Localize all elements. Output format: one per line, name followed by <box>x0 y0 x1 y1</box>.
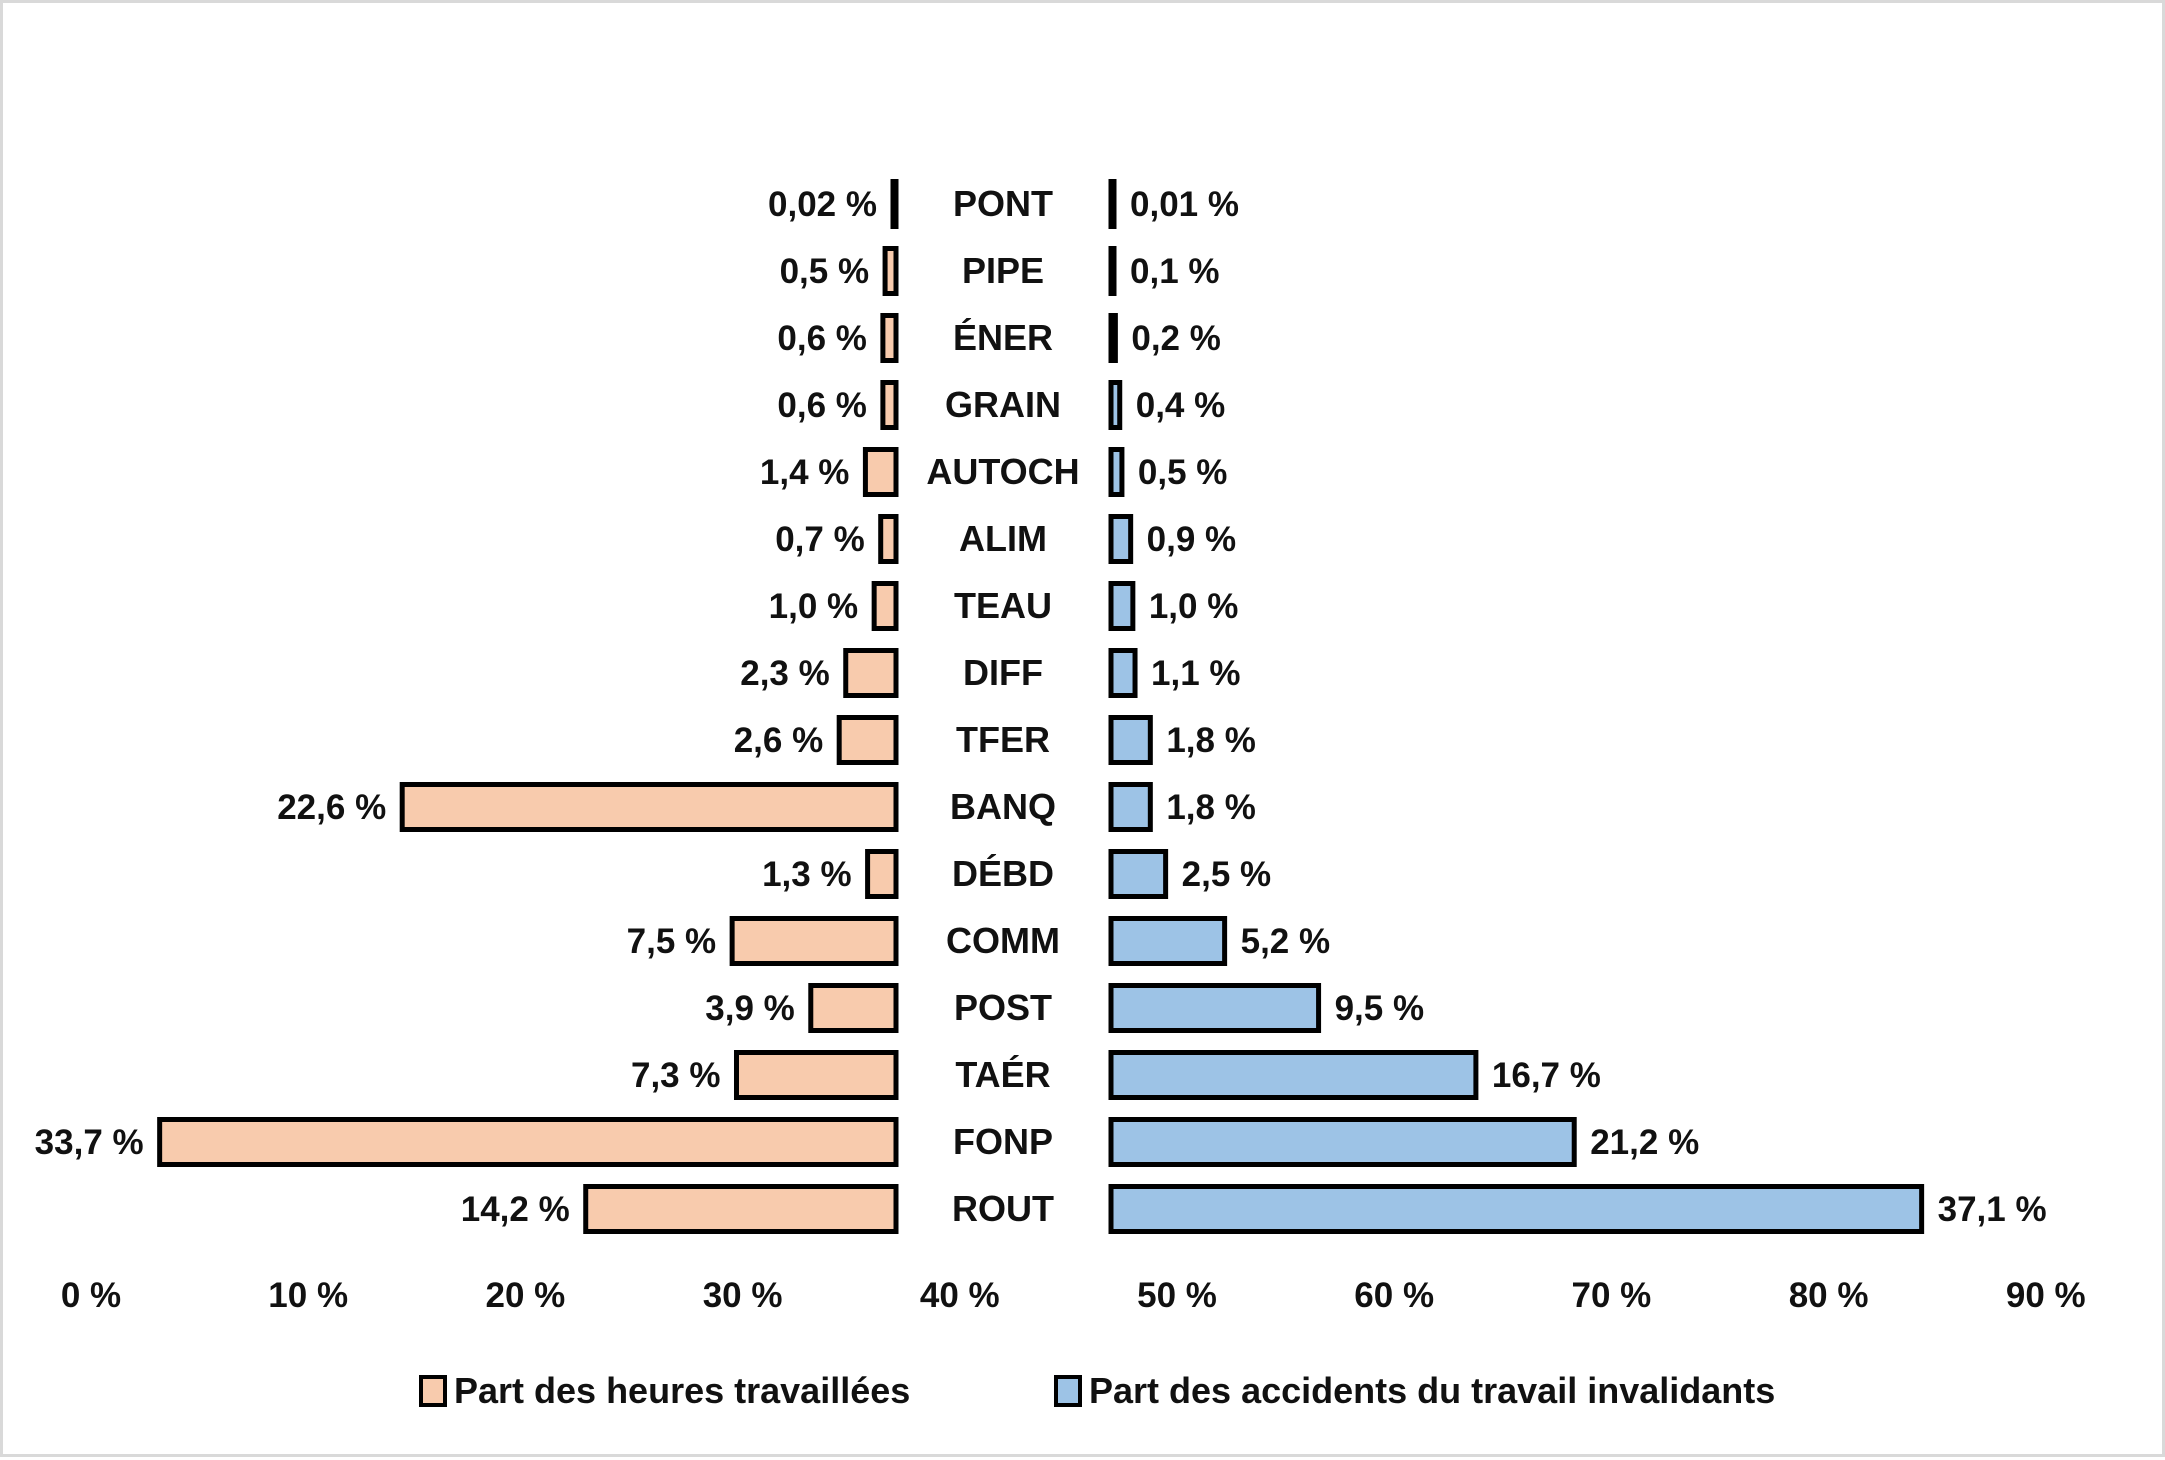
bar-accidents-9 <box>1108 782 1153 832</box>
value-label-accidents: 2,5 % <box>1182 855 1272 894</box>
x-tick-label: 10 % <box>268 1276 348 1315</box>
bar-hours-6 <box>871 581 899 631</box>
x-tick-label: 60 % <box>1354 1276 1434 1315</box>
category-label: BANQ <box>950 786 1056 827</box>
bar-hours-14 <box>157 1117 899 1167</box>
value-label-hours: 0,7 % <box>775 520 865 559</box>
bar-hours-12 <box>808 983 899 1033</box>
bar-hours-2 <box>880 313 899 363</box>
bar-hours-1 <box>882 246 899 296</box>
bar-accidents-12 <box>1108 983 1322 1033</box>
value-label-hours: 1,0 % <box>769 587 859 626</box>
category-label: TAÉR <box>955 1054 1050 1095</box>
value-label-hours: 2,3 % <box>740 654 830 693</box>
category-label: AUTOCH <box>926 451 1079 492</box>
category-label: GRAIN <box>945 384 1061 425</box>
bar-hours-3 <box>880 380 899 430</box>
value-label-accidents: 0,01 % <box>1130 185 1239 224</box>
value-label-accidents: 1,8 % <box>1166 788 1256 827</box>
butterfly-bar-chart: PONT 0,02 % 0,01 % PIPE 0,5 % 0,1 % ÉNER 0,6 % 0… <box>35 179 2086 1411</box>
bar-hours-9 <box>399 782 899 832</box>
bar-accidents-6 <box>1108 581 1136 631</box>
value-label-hours: 14,2 % <box>461 1190 570 1229</box>
category-label: COMM <box>946 920 1060 961</box>
category-label: PONT <box>953 183 1053 224</box>
bar-accidents-15 <box>1108 1184 1925 1234</box>
value-label-accidents: 0,5 % <box>1138 453 1228 492</box>
value-label-hours: 3,9 % <box>705 989 795 1028</box>
bar-accidents-7 <box>1108 648 1138 698</box>
x-tick-label: 70 % <box>1572 1276 1652 1315</box>
value-label-hours: 0,6 % <box>777 319 867 358</box>
category-label: DÉBD <box>952 853 1054 894</box>
x-tick-label: 0 % <box>61 1276 121 1315</box>
category-label: ROUT <box>952 1188 1054 1229</box>
category-label: ALIM <box>959 518 1047 559</box>
category-label: ÉNER <box>953 317 1053 358</box>
legend-swatch-hours <box>419 1375 447 1407</box>
bar-hours-0 <box>890 179 899 229</box>
value-label-accidents: 5,2 % <box>1241 922 1331 961</box>
category-label: TFER <box>956 719 1050 760</box>
value-label-accidents: 9,5 % <box>1335 989 1425 1028</box>
bar-hours-8 <box>836 715 899 765</box>
bar-accidents-13 <box>1108 1050 1479 1100</box>
value-label-hours: 2,6 % <box>734 721 824 760</box>
bar-accidents-2 <box>1108 313 1118 363</box>
value-label-accidents: 21,2 % <box>1590 1123 1699 1162</box>
value-label-accidents: 0,4 % <box>1136 386 1226 425</box>
bar-hours-10 <box>865 849 899 899</box>
bar-accidents-3 <box>1108 380 1123 430</box>
bar-accidents-10 <box>1108 849 1169 899</box>
value-label-hours: 1,4 % <box>760 453 850 492</box>
value-label-hours: 7,3 % <box>631 1056 721 1095</box>
bar-hours-5 <box>878 514 899 564</box>
bar-accidents-11 <box>1108 916 1228 966</box>
value-label-hours: 33,7 % <box>35 1123 144 1162</box>
legend-label-hours: Part des heures travaillées <box>454 1370 910 1411</box>
x-tick-label: 40 % <box>920 1276 1000 1315</box>
category-label: POST <box>954 987 1052 1028</box>
x-tick-label: 80 % <box>1789 1276 1869 1315</box>
value-label-hours: 0,6 % <box>777 386 867 425</box>
value-label-accidents: 1,0 % <box>1149 587 1239 626</box>
bar-accidents-5 <box>1108 514 1134 564</box>
value-label-accidents: 0,9 % <box>1147 520 1237 559</box>
category-label: PIPE <box>962 250 1044 291</box>
legend-label-accidents: Part des accidents du travail invalidant… <box>1089 1370 1775 1411</box>
value-label-hours: 22,6 % <box>277 788 386 827</box>
legend-swatch-accidents <box>1054 1375 1082 1407</box>
x-tick-label: 30 % <box>703 1276 783 1315</box>
bar-accidents-4 <box>1108 447 1125 497</box>
value-label-accidents: 0,2 % <box>1131 319 1221 358</box>
x-tick-label: 50 % <box>1137 1276 1217 1315</box>
category-label: TEAU <box>954 585 1052 626</box>
category-label: DIFF <box>963 652 1043 693</box>
bar-hours-11 <box>729 916 899 966</box>
bar-hours-15 <box>583 1184 899 1234</box>
bar-hours-7 <box>843 648 899 698</box>
value-label-accidents: 0,1 % <box>1130 252 1220 291</box>
value-label-accidents: 16,7 % <box>1492 1056 1601 1095</box>
bar-accidents-8 <box>1108 715 1153 765</box>
bar-accidents-14 <box>1108 1117 1577 1167</box>
bar-hours-13 <box>733 1050 899 1100</box>
value-label-hours: 0,02 % <box>768 185 877 224</box>
value-label-hours: 1,3 % <box>762 855 852 894</box>
value-label-accidents: 1,1 % <box>1151 654 1241 693</box>
value-label-accidents: 1,8 % <box>1166 721 1256 760</box>
category-label: FONP <box>953 1121 1053 1162</box>
bar-hours-4 <box>862 447 899 497</box>
value-label-accidents: 37,1 % <box>1938 1190 2047 1229</box>
value-label-hours: 7,5 % <box>627 922 717 961</box>
x-tick-label: 90 % <box>2006 1276 2086 1315</box>
value-label-hours: 0,5 % <box>780 252 870 291</box>
bar-accidents-0 <box>1108 179 1117 229</box>
x-tick-label: 20 % <box>486 1276 566 1315</box>
bar-accidents-1 <box>1108 246 1117 296</box>
